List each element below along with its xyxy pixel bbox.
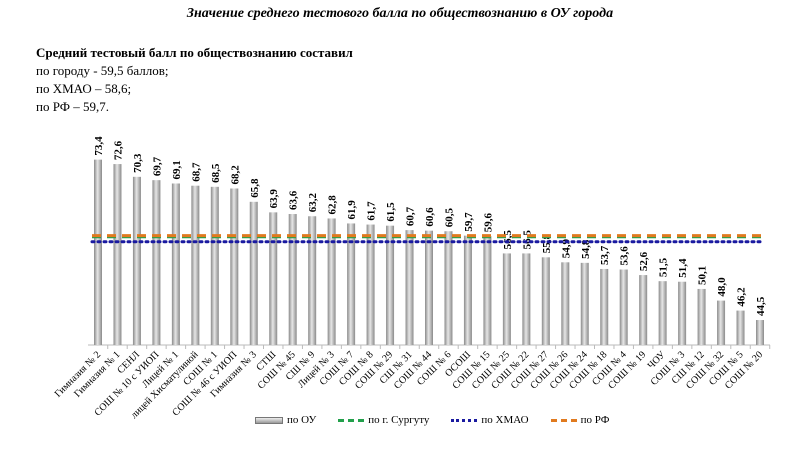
data-label: 69,1	[171, 160, 183, 179]
bar	[249, 201, 258, 345]
data-label: 59,6	[482, 212, 494, 232]
bar	[522, 253, 531, 345]
legend-swatch-orange	[550, 418, 577, 422]
data-label: 61,7	[366, 201, 378, 221]
bar	[308, 216, 317, 345]
data-label: 51,5	[658, 257, 670, 277]
data-label: 48,0	[716, 277, 728, 297]
bar	[483, 236, 492, 345]
bar	[210, 186, 219, 345]
data-label: 50,1	[697, 266, 709, 285]
bar	[405, 230, 414, 345]
bar	[580, 262, 589, 345]
data-label: 63,6	[288, 190, 300, 210]
data-label: 56,5	[502, 230, 514, 250]
legend-item-rf: по РФ	[550, 414, 610, 426]
chart-title: Значение среднего тестового балла по общ…	[186, 6, 614, 21]
legend-item-ou: по ОУ	[255, 414, 316, 426]
bar	[444, 231, 453, 345]
bar	[639, 275, 648, 345]
legend-item-khmao: по ХМАО	[451, 414, 529, 426]
data-label: 54,9	[560, 239, 572, 259]
bar	[717, 300, 726, 345]
data-label: 68,5	[210, 163, 222, 183]
data-label: 60,5	[443, 207, 455, 227]
bar	[191, 185, 200, 345]
bar	[541, 257, 550, 345]
legend-label: по ОУ	[287, 414, 317, 426]
bar	[658, 281, 667, 345]
legend-label: по ХМАО	[481, 414, 529, 426]
data-label: 62,8	[327, 195, 339, 215]
data-label: 52,6	[638, 251, 650, 271]
data-label: 60,6	[424, 207, 436, 227]
bar	[152, 180, 161, 345]
data-label: 69,7	[151, 156, 163, 176]
bar	[678, 281, 687, 345]
bar	[561, 262, 570, 345]
data-label: 59,7	[463, 212, 475, 232]
summary-block: Средний тестовый балл по обществознанию …	[36, 44, 353, 116]
bar	[347, 223, 356, 345]
bar	[94, 159, 102, 345]
bar	[171, 183, 180, 345]
legend-label: по г. Сургуту	[368, 414, 430, 426]
summary-khmao: по ХМАО – 58,6;	[36, 81, 132, 96]
data-label: 44,5	[755, 296, 767, 316]
bar	[113, 164, 122, 345]
data-label: 68,7	[190, 162, 202, 182]
bar	[327, 218, 336, 345]
bar	[366, 224, 375, 345]
data-label: 63,2	[307, 192, 319, 212]
data-label: 68,2	[229, 165, 241, 185]
bar	[600, 268, 609, 345]
data-label: 55,8	[541, 234, 553, 254]
legend: по ОУ по г. Сургуту по ХМАО по РФ	[255, 414, 609, 426]
legend-swatch-blue	[451, 418, 478, 422]
legend-item-city: по г. Сургуту	[338, 414, 429, 426]
legend-swatch-bar	[255, 416, 283, 424]
data-label: 61,9	[346, 200, 358, 220]
bar	[132, 176, 141, 345]
bar	[502, 253, 511, 345]
bar	[230, 188, 239, 345]
data-label: 73,4	[93, 136, 105, 156]
data-label: 63,9	[268, 189, 280, 209]
bar	[736, 310, 745, 345]
data-label: 70,3	[132, 153, 144, 173]
data-label: 53,7	[599, 245, 611, 265]
data-label: 51,4	[677, 258, 689, 278]
data-label: 54,8	[580, 239, 592, 259]
data-label: 72,6	[112, 140, 124, 160]
data-label: 53,6	[619, 246, 631, 266]
bar	[386, 225, 395, 345]
data-label: 65,8	[249, 178, 261, 198]
bar	[697, 288, 706, 345]
bar	[756, 320, 764, 345]
data-label: 60,7	[405, 206, 417, 226]
bar	[425, 230, 433, 345]
bar	[288, 214, 297, 345]
summary-city: по городу - 59,5 баллов;	[36, 63, 169, 78]
bar	[269, 212, 278, 345]
bar	[619, 269, 628, 345]
legend-swatch-green	[338, 418, 365, 422]
bar	[463, 235, 472, 345]
data-label: 61,5	[385, 202, 397, 222]
data-label: 56,5	[521, 230, 533, 250]
summary-rf: по РФ – 59,7.	[36, 99, 109, 114]
legend-label: по РФ	[580, 414, 610, 426]
summary-heading: Средний тестовый балл по обществознанию …	[36, 45, 353, 60]
data-label: 46,2	[736, 287, 748, 307]
